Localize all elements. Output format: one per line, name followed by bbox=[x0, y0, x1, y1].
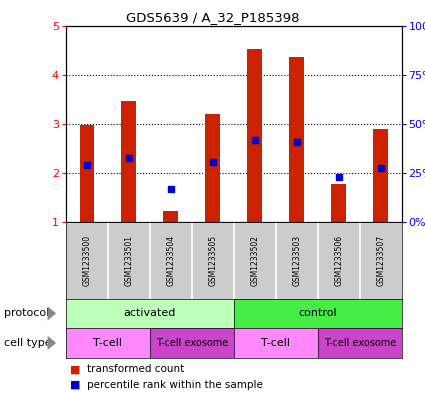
Text: GSM1233505: GSM1233505 bbox=[208, 235, 217, 286]
Bar bbox=[373, 129, 388, 222]
Bar bbox=[150, 328, 234, 358]
Text: protocol: protocol bbox=[4, 309, 49, 318]
Text: GSM1233503: GSM1233503 bbox=[292, 235, 301, 286]
Text: transformed count: transformed count bbox=[87, 364, 184, 375]
Text: GSM1233506: GSM1233506 bbox=[334, 235, 343, 286]
Text: T-cell exosome: T-cell exosome bbox=[156, 338, 228, 348]
Text: control: control bbox=[298, 309, 337, 318]
Bar bbox=[234, 299, 402, 328]
Text: T-cell: T-cell bbox=[261, 338, 290, 348]
Text: T-cell exosome: T-cell exosome bbox=[323, 338, 396, 348]
Text: GSM1233501: GSM1233501 bbox=[125, 235, 133, 286]
Bar bbox=[79, 125, 94, 222]
Text: activated: activated bbox=[124, 309, 176, 318]
Text: GSM1233507: GSM1233507 bbox=[376, 235, 385, 286]
Text: ■: ■ bbox=[70, 364, 81, 375]
Text: GDS5639 / A_32_P185398: GDS5639 / A_32_P185398 bbox=[126, 11, 299, 24]
Bar bbox=[66, 328, 150, 358]
Bar bbox=[317, 328, 402, 358]
Text: ■: ■ bbox=[70, 380, 81, 390]
Bar bbox=[247, 49, 262, 222]
Bar bbox=[289, 57, 304, 222]
Text: cell type: cell type bbox=[4, 338, 52, 348]
Bar bbox=[332, 184, 346, 222]
Bar bbox=[205, 114, 220, 222]
Bar bbox=[66, 299, 234, 328]
Bar bbox=[234, 328, 317, 358]
Bar bbox=[164, 211, 178, 222]
Text: GSM1233502: GSM1233502 bbox=[250, 235, 259, 286]
Text: GSM1233504: GSM1233504 bbox=[166, 235, 175, 286]
Text: GSM1233500: GSM1233500 bbox=[82, 235, 91, 286]
Text: percentile rank within the sample: percentile rank within the sample bbox=[87, 380, 263, 390]
Text: T-cell: T-cell bbox=[94, 338, 122, 348]
Bar bbox=[122, 101, 136, 222]
